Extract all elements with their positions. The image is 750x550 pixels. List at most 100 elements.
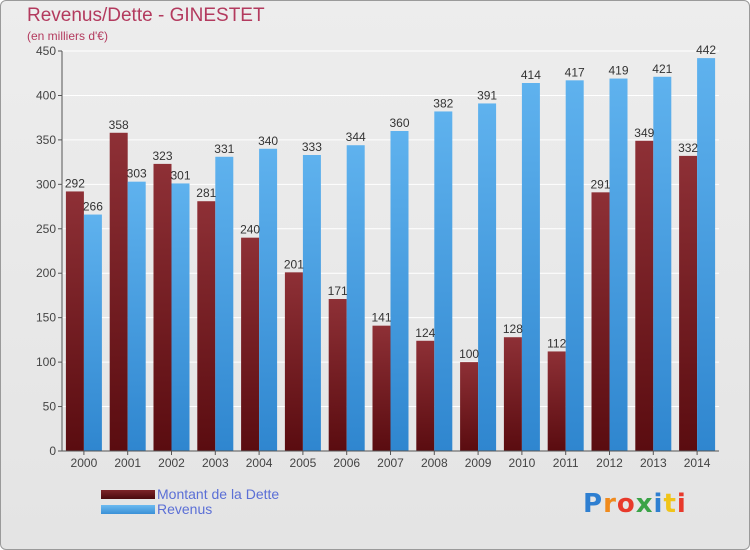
logo-letter: x bbox=[635, 489, 654, 519]
debt-bar bbox=[153, 163, 172, 451]
revenue-bar-label: 344 bbox=[346, 130, 366, 144]
legend-label-revenue: Revenus bbox=[157, 501, 213, 517]
legend-item-debt: Montant de la Dette bbox=[101, 487, 279, 502]
revenue-bar-label: 266 bbox=[83, 200, 103, 214]
debt-bar bbox=[679, 155, 698, 451]
revenue-bar bbox=[171, 183, 190, 451]
debt-bar bbox=[635, 140, 654, 451]
data-labels: 292 266 358 303 323 301 281 331 240 340 201 333 171 3… bbox=[65, 43, 717, 361]
revenue-bar-label: 360 bbox=[389, 116, 409, 130]
debt-bar bbox=[284, 272, 303, 451]
debt-bar-label: 332 bbox=[678, 141, 698, 155]
x-tick-label: 2006 bbox=[333, 456, 360, 470]
revenue-bar-label: 442 bbox=[696, 43, 716, 57]
debt-bar bbox=[197, 201, 216, 451]
revenue-bar bbox=[83, 214, 102, 451]
logo-letter: i bbox=[653, 489, 664, 519]
legend-item-revenue: Revenus bbox=[101, 502, 279, 517]
debt-bar-label: 358 bbox=[109, 118, 129, 132]
revenue-bar bbox=[127, 181, 146, 451]
x-tick-label: 2007 bbox=[377, 456, 404, 470]
logo-letter: t bbox=[663, 489, 677, 519]
x-tick-label: 2002 bbox=[158, 456, 185, 470]
debt-bar bbox=[591, 192, 610, 452]
debt-bar-label: 291 bbox=[590, 177, 610, 191]
debt-bar-label: 100 bbox=[459, 347, 479, 361]
revenue-bar bbox=[346, 145, 365, 451]
legend-label-debt: Montant de la Dette bbox=[157, 486, 280, 502]
debt-bar-label: 171 bbox=[328, 284, 348, 298]
debt-bar bbox=[503, 337, 522, 451]
y-tick-label: 300 bbox=[36, 177, 56, 191]
debt-bar-label: 201 bbox=[284, 257, 304, 271]
y-tick-label: 50 bbox=[43, 400, 57, 414]
logo-letter: r bbox=[603, 489, 617, 519]
bars bbox=[65, 58, 716, 452]
x-tick-label: 2011 bbox=[553, 456, 579, 470]
revenue-bar-label: 333 bbox=[302, 140, 322, 154]
x-tick-label: 2013 bbox=[640, 456, 667, 470]
y-tick-label: 0 bbox=[49, 444, 56, 458]
logo-letter: P bbox=[583, 489, 604, 519]
revenue-bar-label: 303 bbox=[127, 167, 147, 181]
revenue-bar-label: 419 bbox=[608, 64, 628, 78]
legend-swatch-debt bbox=[101, 490, 155, 499]
legend-swatch-revenue bbox=[101, 505, 155, 514]
x-tick-label: 2000 bbox=[71, 456, 98, 470]
x-tick-label: 2010 bbox=[509, 456, 536, 470]
legend: Montant de la Dette Revenus bbox=[101, 487, 279, 517]
x-tick-label: 2003 bbox=[202, 456, 229, 470]
debt-bar-label: 349 bbox=[634, 126, 654, 140]
revenue-bar bbox=[609, 78, 628, 452]
y-tick-label: 250 bbox=[36, 222, 56, 236]
debt-bar-label: 240 bbox=[240, 223, 260, 237]
y-tick-label: 450 bbox=[36, 44, 56, 58]
x-tick-label: 2001 bbox=[114, 456, 141, 470]
revenue-bar-label: 331 bbox=[214, 142, 234, 156]
revenue-bar-label: 391 bbox=[477, 88, 497, 102]
logo-letter: o bbox=[616, 489, 636, 519]
x-tick-label: 2012 bbox=[596, 456, 623, 470]
debt-bar bbox=[460, 362, 479, 451]
revenue-bar bbox=[697, 58, 716, 451]
x-tick-label: 2008 bbox=[421, 456, 448, 470]
y-tick-label: 100 bbox=[36, 355, 56, 369]
y-tick-label: 400 bbox=[36, 88, 56, 102]
chart-title: Revenus/Dette - GINESTET bbox=[27, 5, 265, 26]
revenue-bar bbox=[565, 80, 584, 451]
chart-subtitle: (en milliers d'€) bbox=[27, 29, 108, 43]
debt-bar-label: 141 bbox=[371, 311, 391, 325]
debt-bar-label: 124 bbox=[415, 326, 435, 340]
revenue-bar bbox=[390, 131, 409, 451]
revenue-bar-label: 301 bbox=[170, 168, 190, 182]
revenue-bar-label: 421 bbox=[652, 62, 672, 76]
y-tick-label: 150 bbox=[36, 311, 56, 325]
revenue-bar-label: 382 bbox=[433, 96, 453, 110]
debt-bar-label: 281 bbox=[196, 186, 216, 200]
revenue-bar bbox=[521, 83, 540, 451]
debt-bar-label: 112 bbox=[547, 336, 566, 350]
debt-bar bbox=[241, 237, 260, 451]
proxiti-logo: Proxiti bbox=[583, 489, 687, 519]
revenue-bar bbox=[302, 155, 321, 451]
revenue-bar bbox=[215, 156, 234, 451]
revenue-bar bbox=[259, 148, 278, 451]
debt-bar bbox=[547, 351, 566, 451]
debt-bar bbox=[416, 340, 435, 451]
x-tick-label: 2004 bbox=[246, 456, 273, 470]
axes: 0 50 100 150 200 250 300 350 400 450 2000 2001 2002 2… bbox=[36, 44, 719, 470]
debt-bar-label: 292 bbox=[65, 176, 85, 190]
revenue-bar bbox=[478, 103, 497, 451]
debt-bar bbox=[109, 132, 128, 451]
logo-letter: i bbox=[676, 489, 687, 519]
debt-bar bbox=[65, 191, 84, 451]
y-tick-label: 350 bbox=[36, 133, 56, 147]
x-tick-label: 2005 bbox=[290, 456, 317, 470]
revenue-bar bbox=[434, 111, 453, 451]
x-tick-label: 2009 bbox=[465, 456, 492, 470]
debt-bar bbox=[328, 299, 347, 451]
revenue-bar-label: 414 bbox=[521, 68, 541, 82]
y-tick-label: 200 bbox=[36, 266, 56, 280]
